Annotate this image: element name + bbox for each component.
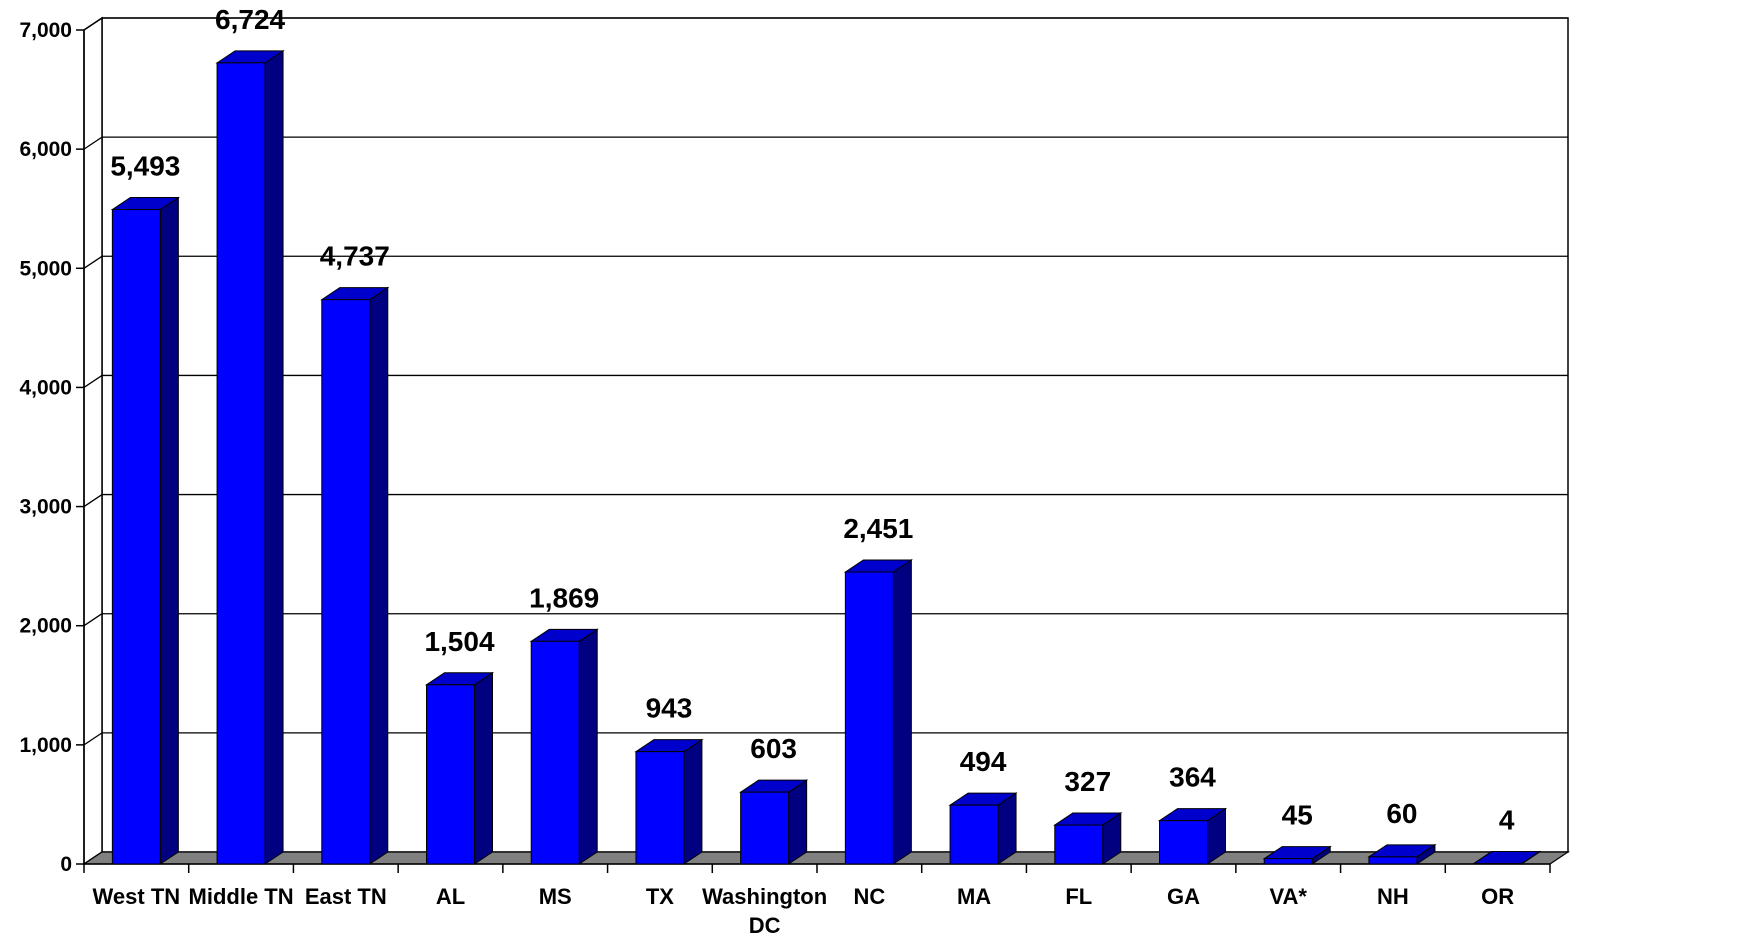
data-label: 4 (1499, 805, 1515, 836)
bar-front (1368, 856, 1418, 865)
bar (948, 792, 1018, 865)
bar (1471, 850, 1542, 865)
bar-front (844, 571, 894, 865)
bar-front (111, 209, 161, 865)
x-tick-label: GA (1167, 884, 1200, 909)
x-tick-label: TX (646, 884, 674, 909)
gridline-side (83, 136, 103, 150)
x-tick-label: NC (853, 884, 885, 909)
x-tick-label: MS (539, 884, 572, 909)
data-label: 4,737 (320, 241, 390, 272)
bar-side (578, 628, 598, 865)
data-label: 1,869 (529, 582, 599, 613)
side-wall (83, 16, 103, 866)
x-tick-label: OR (1481, 884, 1514, 909)
x-tick-label: Washington (702, 884, 827, 909)
bar-front (1159, 820, 1208, 865)
bar-front (1473, 863, 1523, 865)
data-label: 603 (750, 733, 797, 764)
bar (1053, 812, 1123, 865)
bar (215, 49, 285, 865)
x-tick-label: DC (749, 913, 781, 938)
bar-front (740, 791, 790, 865)
gridline-side (83, 732, 103, 746)
bar (1157, 807, 1228, 865)
bar (529, 628, 599, 865)
bar-side (474, 671, 493, 865)
gridline-side (83, 613, 103, 627)
data-label: 60 (1386, 798, 1417, 829)
x-tick-label: NH (1377, 884, 1409, 909)
bar (424, 671, 495, 865)
bar-front (321, 299, 371, 865)
y-tick-label: 1,000 (19, 734, 72, 757)
gridline-side (83, 255, 103, 269)
y-tick-label: 7,000 (19, 19, 72, 42)
data-label: 45 (1282, 800, 1313, 831)
x-tick-label: MA (957, 884, 991, 909)
chart-floor (82, 851, 1570, 865)
y-tick-label: 5,000 (19, 257, 72, 280)
bar-side (369, 286, 389, 865)
y-tick-label: 6,000 (19, 138, 72, 161)
bar-front (635, 751, 685, 865)
x-tick-label: VA* (1269, 884, 1307, 909)
data-label: 494 (960, 746, 1007, 777)
y-tick-label: 2,000 (19, 615, 72, 638)
bar-front (426, 684, 475, 865)
gridline-side (83, 17, 103, 31)
data-label: 5,493 (110, 151, 180, 182)
x-tick-label: AL (436, 884, 465, 909)
x-tick-label: East TN (305, 884, 387, 909)
bar-front (1054, 824, 1104, 865)
bar-front (949, 804, 999, 865)
y-tick-label: 0 (60, 853, 72, 876)
data-label: 327 (1064, 766, 1111, 797)
bar (110, 196, 181, 865)
bar-side (683, 738, 703, 865)
bar (320, 286, 390, 865)
data-label: 1,504 (424, 626, 494, 657)
data-label: 943 (646, 693, 693, 724)
bar-side (264, 49, 284, 865)
bar-front (1263, 858, 1313, 865)
bar (843, 559, 914, 865)
bar (1367, 843, 1437, 865)
bar-side (788, 779, 808, 865)
y-tick-label: 3,000 (19, 496, 72, 519)
gridline-side (83, 374, 103, 388)
bar-side (892, 559, 912, 865)
bar-side (159, 196, 179, 865)
x-tick-label: FL (1065, 884, 1092, 909)
bar (1262, 845, 1332, 865)
data-label: 2,451 (843, 513, 913, 544)
bar-front (216, 62, 266, 865)
data-label: 6,724 (215, 4, 285, 35)
gridline-side (83, 494, 103, 508)
bar (738, 779, 809, 865)
bar-front (530, 640, 580, 865)
bar (634, 738, 704, 865)
y-tick-label: 4,000 (19, 376, 72, 399)
x-tick-label: Middle TN (189, 884, 294, 909)
data-label: 364 (1169, 762, 1216, 793)
x-tick-label: West TN (93, 884, 181, 909)
